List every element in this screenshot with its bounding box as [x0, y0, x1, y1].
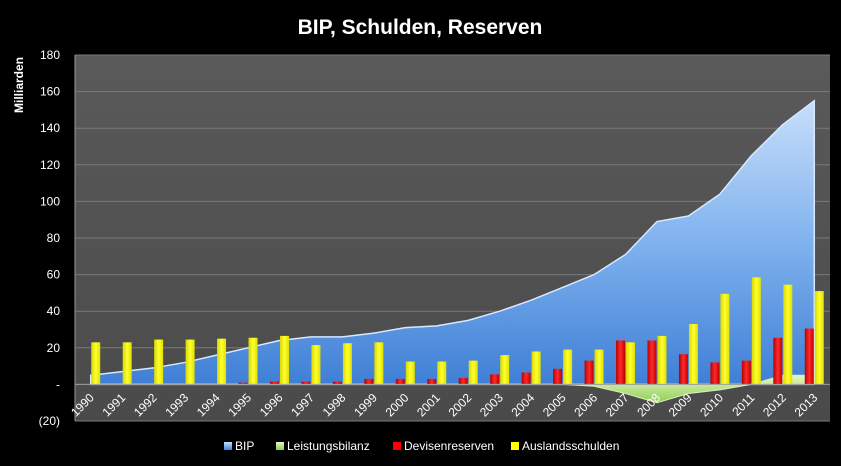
bar-devisenreserven-2005: [553, 368, 563, 385]
bar-auslandsschulden-2007: [626, 342, 636, 385]
legend-label: Devisenreserven: [404, 439, 494, 453]
bar-devisenreserven-2011: [741, 360, 751, 385]
legend-swatch: [224, 442, 232, 450]
bar-auslandsschulden-1998: [342, 343, 352, 385]
bar-auslandsschulden-1990: [91, 342, 101, 385]
bar-devisenreserven-2013: [804, 328, 814, 385]
bar-auslandsschulden-1991: [122, 342, 132, 385]
y-axis-label: Milliarden: [12, 57, 26, 113]
y-tick-label: -: [56, 377, 60, 391]
chart-title: BIP, Schulden, Reserven: [298, 16, 543, 39]
bar-auslandsschulden-2012: [783, 284, 793, 385]
y-tick-label: 20: [47, 341, 61, 355]
bar-devisenreserven-2006: [584, 360, 594, 385]
bar-devisenreserven-2009: [678, 354, 688, 385]
legend-label: Leistungsbilanz: [287, 439, 370, 453]
area-bip: [89, 99, 816, 386]
bar-auslandsschulden-2001: [437, 361, 447, 385]
legend-swatch: [276, 442, 284, 450]
bar-devisenreserven-2012: [773, 337, 783, 385]
bar-devisenreserven-2010: [710, 362, 720, 385]
legend-label: BIP: [235, 439, 254, 453]
bar-devisenreserven-1999: [364, 378, 374, 385]
legend: BIP Leistungsbilanz Devisenreserven Ausland…: [224, 439, 619, 453]
bar-auslandsschulden-2006: [594, 349, 604, 385]
y-tick-label: 120: [40, 158, 60, 172]
bar-auslandsschulden-1996: [279, 335, 289, 385]
bar-auslandsschulden-2009: [688, 324, 698, 385]
bar-auslandsschulden-2004: [531, 351, 541, 385]
bar-auslandsschulden-2005: [563, 349, 573, 385]
bar-auslandsschulden-2003: [500, 355, 510, 385]
y-tick-label: 160: [40, 85, 60, 99]
bar-devisenreserven-2007: [616, 340, 626, 385]
bar-devisenreserven-2001: [427, 378, 437, 385]
bar-auslandsschulden-1993: [185, 339, 195, 385]
legend-swatch: [511, 442, 519, 450]
bar-devisenreserven-2002: [458, 377, 468, 385]
bar-auslandsschulden-2008: [657, 335, 667, 385]
y-tick-label: 60: [47, 268, 61, 282]
y-tick-label: 140: [40, 121, 60, 135]
legend-label: Auslandsschulden: [522, 439, 619, 453]
bar-devisenreserven-1998: [332, 381, 342, 385]
bar-devisenreserven-2004: [521, 372, 531, 385]
bar-devisenreserven-2000: [395, 378, 405, 385]
y-tick-label: 180: [40, 48, 60, 62]
bar-auslandsschulden-2010: [720, 293, 730, 385]
y-tick-label: 40: [47, 304, 61, 318]
y-tick-label: (20): [39, 414, 60, 428]
bar-auslandsschulden-2002: [468, 360, 478, 385]
bar-auslandsschulden-1999: [374, 342, 384, 385]
bar-devisenreserven-1996: [269, 381, 279, 385]
legend-swatch: [393, 442, 401, 450]
bar-auslandsschulden-1997: [311, 345, 321, 385]
bar-auslandsschulden-1994: [217, 338, 227, 385]
y-tick-label: 100: [40, 194, 60, 208]
bar-devisenreserven-1997: [301, 381, 311, 385]
bar-auslandsschulden-1992: [154, 339, 164, 385]
y-tick-label: 80: [47, 231, 61, 245]
bar-auslandsschulden-2013: [814, 291, 824, 385]
bar-devisenreserven-2008: [647, 340, 657, 385]
bar-auslandsschulden-2011: [751, 277, 761, 385]
bar-devisenreserven-2003: [490, 374, 500, 385]
bar-auslandsschulden-2000: [405, 361, 415, 385]
bar-series: [91, 277, 824, 385]
bar-devisenreserven-1995: [238, 382, 248, 385]
bar-auslandsschulden-1995: [248, 337, 258, 385]
